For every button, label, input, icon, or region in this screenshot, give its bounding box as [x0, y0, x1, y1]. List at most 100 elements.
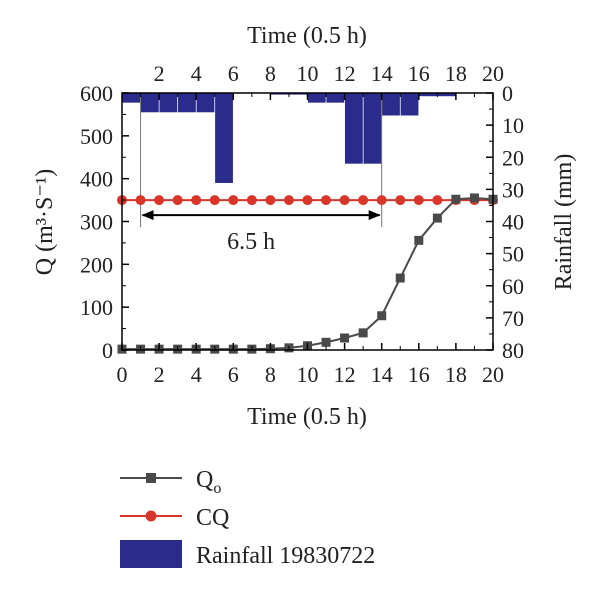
legend-qo-name: Q [196, 467, 213, 493]
legend-cq-label: CQ [196, 505, 229, 531]
qo-point [340, 333, 350, 343]
y-left-tick-label: 200 [80, 252, 113, 277]
qo-point [395, 273, 405, 283]
x-top-tick-label: 2 [154, 61, 165, 86]
rainfall-bar [326, 93, 345, 103]
x-bottom-tick-label: 8 [265, 362, 276, 387]
x-top-tick-label: 6 [228, 61, 239, 86]
rainfall-bar [215, 93, 233, 183]
y-right-tick-label: 30 [502, 177, 524, 202]
legend-rainfall-swatch [120, 540, 182, 568]
x-bottom-tick-label: 14 [371, 362, 393, 387]
rainfall-bar [344, 93, 363, 164]
rainfall-bar [382, 93, 400, 116]
cq-point [135, 195, 146, 206]
x-top-tick-label: 12 [334, 61, 356, 86]
qo-point [321, 337, 331, 347]
y-right-tick-label: 50 [502, 242, 524, 267]
rainfall-bar [289, 93, 308, 95]
legend: Qo CQ Rainfall 19830722 [120, 467, 375, 569]
rainfall-bar [196, 93, 215, 113]
legend-qo-subscript: o [213, 480, 221, 497]
cq-point [376, 195, 387, 206]
x-bottom-tick-label: 20 [482, 362, 504, 387]
x-top-tick-label: 8 [265, 61, 276, 86]
qo-point [414, 235, 424, 245]
x-top-tick-label: 16 [408, 61, 430, 86]
legend-qo-marker [146, 473, 156, 483]
qo-point [451, 194, 461, 204]
x-bottom-tick-label: 12 [334, 362, 356, 387]
legend-rainfall-label: Rainfall 19830722 [196, 543, 375, 569]
qo-point [358, 328, 368, 338]
rainfall-bar [159, 93, 178, 113]
x-top-tick-label: 10 [297, 61, 319, 86]
rainfall-bar [363, 93, 382, 164]
rainfall-bars [122, 93, 456, 183]
rainfall-bar [307, 93, 326, 103]
legend-item-cq: CQ [120, 505, 229, 531]
x-top-tick-label: 14 [371, 61, 393, 86]
cq-point [358, 195, 369, 206]
x-axis-bottom-title: Time (0.5 h) [247, 404, 367, 430]
y-right-tick-label: 20 [502, 145, 524, 170]
y-left-tick-label: 100 [80, 295, 113, 320]
x-top-tick-label: 4 [191, 61, 202, 86]
rainfall-bar [437, 93, 456, 97]
x-top-tick-label: 20 [482, 61, 504, 86]
cq-point [172, 195, 183, 206]
legend-qo-label: Qo [196, 467, 221, 497]
cq-point [339, 195, 350, 206]
y-left-tick-label: 300 [80, 210, 113, 235]
cq-point [191, 195, 202, 206]
cq-point [209, 195, 220, 206]
x-top-tick-label: 18 [445, 61, 467, 86]
x-bottom-tick-label: 4 [191, 362, 202, 387]
y-right-tick-label: 60 [502, 274, 524, 299]
y-right-tick-label: 0 [502, 81, 513, 106]
x-axis-bottom: 0 2 4 6 8 10 12 14 16 18 20 [117, 343, 504, 387]
legend-item-rainfall: Rainfall 19830722 [120, 540, 375, 569]
cq-point [395, 195, 406, 206]
rainfall-bar [178, 93, 196, 113]
x-bottom-tick-label: 10 [297, 362, 319, 387]
duration-label: 6.5 h [227, 229, 275, 255]
cq-point [321, 195, 332, 206]
cq-point [246, 195, 257, 206]
y-axis-left-title: Q (m³·S⁻¹) [32, 169, 58, 275]
rainfall-bar [122, 93, 141, 103]
qo-point [469, 193, 479, 203]
y-left-tick-label: 600 [80, 81, 113, 106]
rainfall-bar [400, 93, 419, 116]
cq-point [228, 195, 239, 206]
qo-point [432, 213, 442, 223]
rainfall-bar [270, 93, 289, 95]
legend-cq-marker [145, 510, 157, 522]
qo-series [117, 193, 498, 354]
y-axis-right: 0 10 20 30 40 50 60 70 80 [486, 81, 524, 363]
y-left-tick-label: 400 [80, 167, 113, 192]
cq-point [154, 195, 165, 206]
y-left-tick-label: 0 [102, 338, 113, 363]
x-axis-top: 2 4 6 8 10 12 14 16 18 20 [140, 61, 504, 100]
y-axis-right-title: Rainfall (mm) [551, 154, 577, 291]
cq-point [432, 195, 443, 206]
cq-point [283, 195, 294, 206]
y-right-tick-label: 40 [502, 210, 524, 235]
x-bottom-tick-label: 16 [408, 362, 430, 387]
duration-annotation: 6.5 h [141, 210, 381, 255]
x-bottom-tick-label: 2 [154, 362, 165, 387]
y-right-tick-label: 80 [502, 338, 524, 363]
cq-point [265, 195, 276, 206]
rainfall-bar [140, 93, 159, 113]
x-axis-top-title: Time (0.5 h) [247, 23, 367, 49]
legend-item-qo: Qo [120, 467, 221, 497]
y-axis-left: 0 100 200 300 400 500 600 [80, 81, 129, 363]
x-bottom-tick-label: 0 [117, 362, 128, 387]
qo-point [377, 311, 387, 321]
y-right-tick-label: 70 [502, 306, 524, 331]
x-bottom-tick-label: 18 [445, 362, 467, 387]
cq-series [117, 195, 498, 206]
cq-point [413, 195, 424, 206]
